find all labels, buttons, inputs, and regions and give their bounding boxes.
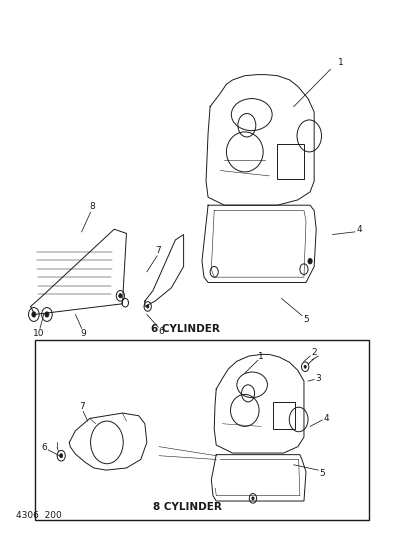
Circle shape (304, 365, 306, 368)
Text: 10: 10 (33, 329, 44, 337)
Circle shape (45, 312, 49, 317)
Text: 2: 2 (311, 349, 317, 357)
Text: 4: 4 (324, 414, 329, 423)
Circle shape (32, 312, 36, 317)
Text: 5: 5 (319, 469, 325, 478)
Text: 9: 9 (81, 329, 86, 337)
Circle shape (119, 294, 122, 298)
Text: 5: 5 (303, 316, 309, 324)
Text: 8: 8 (89, 203, 95, 211)
Text: 6: 6 (158, 327, 164, 336)
Circle shape (60, 454, 63, 458)
Circle shape (252, 497, 254, 500)
Circle shape (146, 305, 149, 308)
Text: 4: 4 (356, 225, 362, 233)
Text: 8 CYLINDER: 8 CYLINDER (153, 503, 222, 512)
Text: 7: 7 (155, 246, 161, 255)
Text: 7: 7 (79, 402, 84, 410)
Circle shape (308, 259, 312, 264)
Text: 4306  200: 4306 200 (16, 511, 62, 520)
Text: 3: 3 (315, 374, 321, 383)
Text: 6: 6 (41, 443, 47, 452)
Text: 1: 1 (258, 352, 264, 360)
Text: 6 CYLINDER: 6 CYLINDER (151, 325, 220, 334)
Text: 1: 1 (338, 59, 344, 67)
